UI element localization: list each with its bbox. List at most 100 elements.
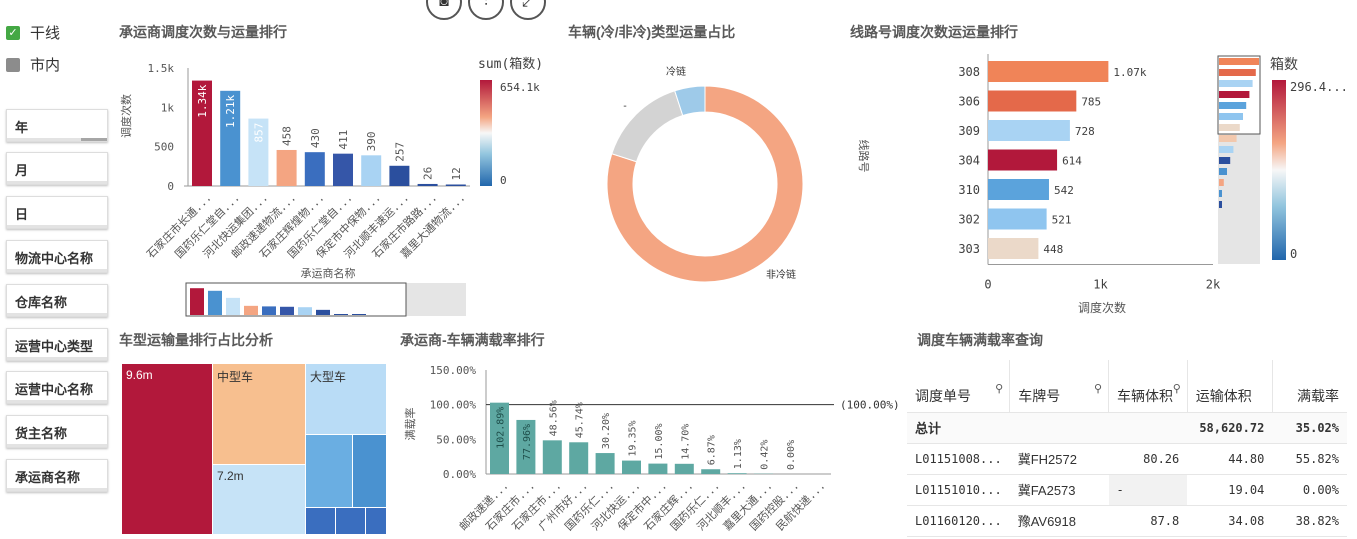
col-header-label: 满载率 (1297, 387, 1339, 404)
treemap-cell[interactable]: 中型车 (213, 364, 305, 464)
bar (569, 442, 589, 474)
mini-bar (244, 305, 258, 315)
col-header-plate[interactable]: 车牌号 ⚲ (1009, 360, 1110, 413)
mini-bar (1219, 80, 1253, 87)
cell-plate: 冀FH2572 (1009, 443, 1109, 475)
vehicle-share-donut[interactable]: 非冷链 - 冷链 (600, 64, 820, 304)
bar (648, 463, 668, 474)
col-header-rate[interactable]: 满载率 (1272, 360, 1347, 413)
y-tick-label: 309 (958, 124, 980, 138)
mini-bar (226, 297, 240, 315)
carrier-load-chart[interactable]: 满载率 150.00% 100.00% 50.00% 0.00% (100.00%) 102… (400, 352, 900, 539)
col-header-volume[interactable]: 车辆体积 ⚲ (1108, 360, 1188, 413)
col-header-label: 车牌号 (1018, 387, 1061, 404)
bar-data-label: 430 (309, 128, 322, 148)
y-tick-label: 1.5k (148, 62, 175, 75)
bar (445, 184, 466, 186)
bar (674, 463, 694, 474)
filter-owner[interactable]: 货主名称 (6, 415, 108, 448)
y-tick-label: 304 (958, 154, 980, 168)
bar (361, 155, 382, 186)
mini-bar (1219, 179, 1224, 186)
y-tick-label: 50.00% (436, 433, 476, 446)
camera-icon: ◙ (439, 0, 449, 10)
search-icon[interactable]: ⚲ (1172, 383, 1181, 395)
legend-title: 箱数 (1270, 57, 1298, 73)
filter-label: 日 (15, 207, 29, 222)
bar (389, 165, 410, 186)
mini-bar (352, 314, 366, 315)
route-rank-chart[interactable]: 线路号 308 1.07k 306 785 309 728 304 614 310 542 302 52… (848, 44, 1348, 324)
treemap-cell[interactable] (306, 508, 335, 534)
table-row[interactable]: L01151010... 冀FA2573 - 19.04 0.00% (907, 474, 1347, 506)
filter-ops-center-type[interactable]: 运营中心类型 (6, 328, 108, 361)
donut-slice (674, 85, 706, 117)
table-row[interactable]: L01151008... 冀FH2572 80.26 44.80 55.82% (907, 443, 1347, 475)
bar-data-label: 614 (1062, 155, 1082, 168)
check-shinei[interactable]: 市内 (6, 54, 60, 75)
filter-day[interactable]: 日 (6, 196, 108, 229)
bar-data-label: 0.42% (760, 440, 771, 470)
treemap-cell[interactable] (336, 508, 365, 534)
treemap-cell[interactable]: 7.2m (213, 465, 305, 534)
load-query-table[interactable]: 调度单号 ⚲ 车牌号 ⚲ 车辆体积 ⚲ 运输体积 满载率 总计 58,620.72 3… (907, 360, 1347, 537)
filter-warehouse[interactable]: 仓库名称 (6, 284, 108, 317)
bar-data-label: 257 (393, 142, 406, 162)
filter-label: 物流中心名称 (15, 251, 94, 266)
cell-rate: 38.82% (1272, 505, 1347, 537)
filter-label: 月 (15, 163, 29, 178)
cell-rate: 55.82% (1272, 443, 1347, 475)
vehicle-type-treemap[interactable]: 9.6m 中型车 7.2m 大型车 (122, 364, 386, 534)
col-header-transport[interactable]: 运输体积 (1187, 360, 1273, 413)
y-tick-label: 150.00% (430, 364, 477, 377)
search-icon[interactable]: ⚲ (995, 383, 1004, 395)
scrollbar-handle (185, 282, 407, 317)
carrier-rank-chart[interactable]: 调度次数1.5k1k50001.34k石家庄市长通...1.21k国药乐仁堂自.… (118, 44, 558, 320)
treemap-cell[interactable]: 9.6m (122, 364, 212, 534)
slice-label: 冷链 (666, 65, 686, 78)
route-rank-title: 线路号调度次数运运量排行 (850, 24, 1018, 40)
filter-logistics-center[interactable]: 物流中心名称 (6, 240, 108, 273)
mini-bar (1219, 58, 1259, 65)
filter-month[interactable]: 月 (6, 152, 108, 185)
total-rate: 35.02% (1272, 412, 1347, 444)
bar-data-label: 542 (1054, 184, 1074, 197)
y-tick-label: 303 (958, 242, 980, 256)
bar-data-label: 1.07k (1113, 66, 1146, 79)
treemap-cell[interactable]: 大型车 (306, 364, 386, 434)
bar-data-label: 448 (1043, 243, 1063, 256)
bar-data-label: 77.96% (522, 424, 533, 460)
camera-button[interactable]: ◙ (426, 0, 462, 20)
expand-button[interactable]: ⤢ (510, 0, 546, 20)
bar (988, 179, 1049, 200)
filter-year[interactable]: 年 (6, 109, 108, 142)
filter-ops-center-name[interactable]: 运营中心名称 (6, 371, 108, 404)
treemap-cell[interactable] (366, 508, 386, 534)
bar-data-label: 14.70% (680, 424, 691, 460)
col-header-id[interactable]: 调度单号 ⚲ (907, 360, 1011, 413)
filter-carrier[interactable]: 承运商名称 (6, 459, 108, 492)
bar (516, 419, 536, 474)
settings-button[interactable]: ⫶ (468, 0, 504, 20)
y-tick-label: 0 (167, 180, 174, 193)
bar (276, 149, 297, 186)
check-label: 干线 (30, 25, 61, 42)
y-tick-label: 100.00% (430, 399, 477, 412)
bar-data-label: 6.87% (707, 435, 718, 465)
bar-data-label: 411 (337, 130, 350, 150)
bar-data-label: 390 (365, 131, 378, 151)
cell-plate: 豫AV6918 (1009, 505, 1109, 537)
treemap-cell[interactable] (306, 435, 352, 507)
table-row[interactable]: L01160120... 豫AV6918 87.8 34.08 38.82% (907, 505, 1347, 537)
bar (988, 90, 1077, 112)
bar-data-label: 48.56% (548, 400, 559, 436)
legend-title: sum(箱数) (478, 56, 543, 72)
cell-transport: 34.08 (1187, 505, 1273, 537)
bar (988, 208, 1047, 230)
check-ganxian[interactable]: ✓ 干线 (6, 22, 60, 43)
cell-volume: - (1108, 474, 1188, 506)
treemap-cell[interactable] (353, 435, 386, 507)
reference-label: (100.00%) (840, 399, 900, 412)
search-icon[interactable]: ⚲ (1093, 383, 1103, 395)
bar (417, 183, 438, 186)
